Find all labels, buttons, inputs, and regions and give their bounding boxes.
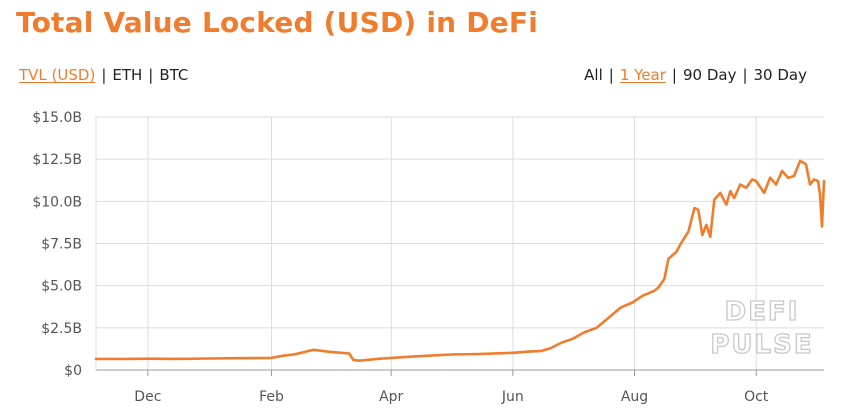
metric-selector: TVL (USD) | ETH | BTC: [19, 66, 188, 84]
metric-option-btc[interactable]: BTC: [159, 66, 189, 84]
y-tick-label: $10.0B: [32, 194, 82, 210]
y-tick-label: $12.5B: [32, 152, 82, 168]
watermark-line-2: PULSE: [710, 330, 813, 360]
x-tick-label: Aug: [621, 389, 648, 405]
series: [94, 159, 826, 363]
separator: |: [608, 66, 614, 84]
axes: $0 $2.5B $5.0B $7.5B $10.0B $12.5B $15.0B Dec Fe…: [32, 110, 824, 405]
x-tick-label: Oct: [744, 389, 769, 405]
x-tick-label: Apr: [379, 389, 403, 405]
y-tick-label: $7.5B: [41, 237, 82, 253]
range-option-90-day[interactable]: 90 Day: [682, 66, 737, 84]
watermark: DEFI PULSE: [710, 296, 813, 360]
metric-option-tvl-usd[interactable]: TVL (USD): [19, 66, 96, 84]
separator: |: [742, 66, 748, 84]
x-tick-label: Feb: [259, 389, 284, 405]
range-option-30-day[interactable]: 30 Day: [753, 66, 807, 84]
metric-option-eth[interactable]: ETH: [112, 66, 143, 84]
separator: |: [148, 66, 154, 84]
x-tick-label: Jun: [501, 389, 524, 405]
y-tick-label: $15.0B: [32, 110, 82, 126]
y-tick-label: $5.0B: [41, 279, 82, 295]
y-tick-label: $2.5B: [41, 321, 82, 337]
separator: |: [671, 66, 677, 84]
chart-title: Total Value Locked (USD) in DeFi: [16, 6, 538, 39]
tvl-series-line: [94, 159, 826, 363]
separator: |: [101, 66, 107, 84]
range-option-1-year[interactable]: 1 Year: [619, 66, 666, 84]
watermark-line-1: DEFI: [725, 297, 800, 327]
range-selector: All | 1 Year | 90 Day | 30 Day: [584, 66, 807, 84]
x-tick-label: Dec: [134, 389, 161, 405]
range-option-all[interactable]: All: [584, 66, 603, 84]
y-tick-label: $0: [64, 363, 82, 379]
